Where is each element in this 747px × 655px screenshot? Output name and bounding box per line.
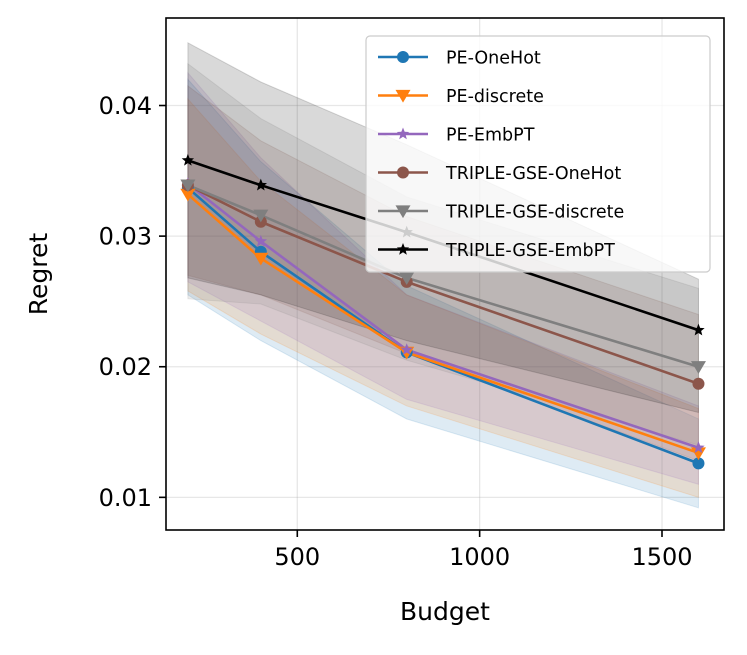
pe-discrete-point bbox=[399, 346, 415, 360]
pe-discrete-band bbox=[187, 97, 699, 499]
triple-gse-discrete-point bbox=[690, 361, 706, 374]
triple-gse-embpt-point bbox=[181, 153, 195, 166]
triple-gse-embpt-point bbox=[692, 323, 705, 336]
series-markers bbox=[180, 153, 706, 470]
legend-label-triple-gse-onehot: TRIPLE-GSE-OneHot bbox=[445, 164, 621, 184]
pe-embpt-point bbox=[254, 234, 268, 247]
y-tick-label: 0.02 bbox=[99, 353, 152, 381]
y-tick-label: 0.04 bbox=[99, 92, 152, 120]
pe-discrete-point bbox=[180, 188, 196, 202]
x-axis-title: Budget bbox=[400, 597, 490, 626]
pe-onehot-band bbox=[187, 78, 699, 509]
legend-marker-triple-gse-embpt bbox=[396, 243, 410, 255]
legend-marker-pe-onehot bbox=[397, 51, 409, 63]
y-axis-title: Regret bbox=[24, 233, 53, 316]
x-tick-label: 1500 bbox=[631, 543, 692, 571]
triple-gse-onehot-point bbox=[692, 377, 705, 390]
triple-gse-discrete-point bbox=[253, 209, 269, 223]
legend-label-pe-onehot: PE-OneHot bbox=[446, 49, 541, 69]
pe-embpt-point bbox=[692, 441, 705, 453]
y-axis-ticks: 0.01 0.02 0.03 0.04 bbox=[99, 92, 166, 512]
pe-embpt-line bbox=[187, 182, 699, 449]
triple-gse-embpt-point bbox=[254, 178, 268, 191]
legend-marker-pe-embpt bbox=[396, 127, 410, 140]
x-axis-ticks: 500 1000 1500 bbox=[274, 530, 693, 571]
y-tick-label: 0.03 bbox=[99, 223, 152, 251]
pe-embpt-point bbox=[400, 343, 413, 356]
x-tick-label: 500 bbox=[274, 543, 320, 571]
y-tick-label: 0.01 bbox=[99, 484, 152, 512]
pe-discrete-point bbox=[690, 447, 706, 461]
plot-area-frame bbox=[165, 17, 725, 531]
x-tick-label: 1000 bbox=[449, 543, 510, 571]
pe-discrete-point bbox=[253, 252, 269, 266]
legend-marker-pe-discrete bbox=[395, 89, 411, 103]
legend-label-triple-gse-embpt: TRIPLE-GSE-EmbPT bbox=[445, 241, 615, 261]
triple-gse-discrete-point bbox=[399, 272, 415, 286]
pe-onehot-point bbox=[692, 457, 705, 470]
legend-marker-triple-gse-onehot bbox=[397, 166, 409, 179]
legend-label-triple-gse-discrete: TRIPLE-GSE-discrete bbox=[445, 203, 624, 223]
triple-gse-embpt-line bbox=[187, 159, 699, 332]
legend-label-pe-embpt: PE-EmbPT bbox=[446, 126, 535, 146]
legend-label-pe-discrete: PE-discrete bbox=[446, 87, 544, 107]
series-lines bbox=[187, 159, 699, 465]
triple-gse-discrete-line bbox=[187, 183, 699, 368]
pe-embpt-band bbox=[187, 71, 699, 485]
pe-onehot-line bbox=[187, 186, 699, 465]
legend-box bbox=[365, 35, 711, 273]
legend-marker-triple-gse-discrete bbox=[395, 205, 411, 219]
legend: PE-OneHot PE-discrete PE-EmbPT TRIPLE-GSE-O… bbox=[365, 35, 711, 273]
triple-gse-discrete-point bbox=[180, 179, 196, 193]
triple-gse-onehot-line bbox=[187, 184, 699, 385]
pe-discrete-line bbox=[187, 193, 699, 455]
